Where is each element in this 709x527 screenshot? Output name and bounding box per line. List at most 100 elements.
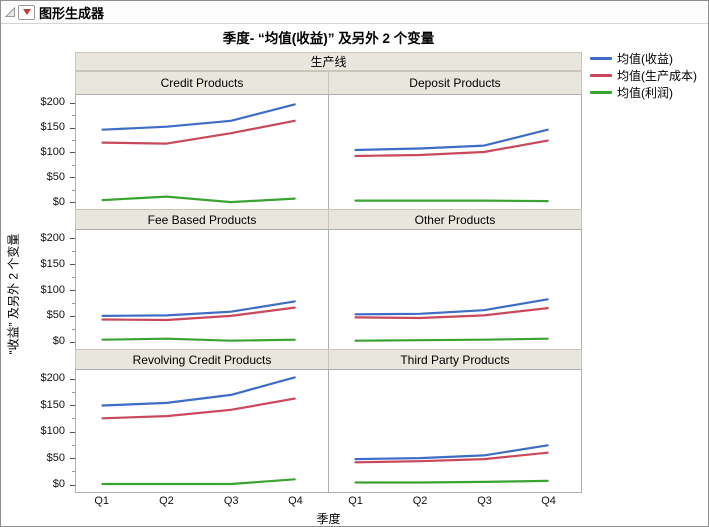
y-minor-tick-mark (72, 277, 75, 279)
panel-header: Deposit Products (328, 71, 582, 95)
y-axis-row[interactable]: $0 $50 $100 $150 $200 (1, 229, 75, 350)
y-tick-label: $200 (40, 96, 65, 109)
y-tick-mark (70, 202, 75, 204)
y-tick-label: $150 (40, 398, 65, 411)
y-tick-label: $100 (40, 145, 65, 158)
legend-line-swatch (590, 91, 612, 94)
y-tick-label: $0 (52, 478, 65, 491)
series-line-均值(收益)[interactable] (101, 376, 296, 407)
y-tick-label: $0 (52, 195, 65, 208)
y-axis-row[interactable]: $0 $50 $100 $150 $200 (1, 94, 75, 210)
y-minor-tick-mark (72, 115, 75, 117)
legend-item-label: 均值(利润) (617, 86, 673, 100)
legend-item[interactable]: 均值(生产成本) (590, 67, 697, 84)
y-tick-label: $100 (40, 425, 65, 438)
y-tick-mark (70, 341, 75, 343)
series-line-均值(利润)[interactable] (354, 199, 549, 203)
y-minor-tick-mark (72, 328, 75, 330)
panel-header: Fee Based Products (75, 209, 329, 230)
x-axis-title[interactable]: 季度 (316, 512, 341, 526)
y-minor-tick-mark (72, 140, 75, 142)
y-tick-label: $0 (52, 335, 65, 348)
legend-item-label: 均值(生产成本) (617, 69, 697, 83)
x-tick-label: Q3 (223, 495, 239, 507)
panel-header: Third Party Products (328, 349, 582, 370)
legend-line-swatch (590, 57, 612, 60)
y-tick-label: $200 (40, 231, 65, 244)
y-tick-mark (70, 290, 75, 292)
x-tick-label: Q2 (412, 495, 428, 507)
series-line-均值(收益)[interactable] (354, 298, 549, 316)
series-line-均值(利润)[interactable] (101, 337, 296, 342)
x-tick-label: Q3 (477, 495, 492, 507)
plot-panel[interactable] (328, 94, 582, 210)
series-line-均值(收益)[interactable] (354, 444, 549, 461)
series-line-均值(利润)[interactable] (101, 195, 296, 204)
series-line-均值(生产成本)[interactable] (354, 139, 549, 158)
chart-title: 季度- “均值(收益)” 及另外 2 个变量 (222, 31, 435, 46)
plot-panel[interactable] (75, 229, 329, 350)
y-tick-label: $50 (46, 451, 65, 464)
x-axis-labels[interactable]: Q1 Q2 Q3 Q4 Q1 Q2 Q3 Q4 (75, 495, 582, 508)
y-tick-label: $50 (46, 170, 65, 183)
y-tick-mark (70, 152, 75, 154)
series-line-均值(生产成本)[interactable] (101, 119, 296, 145)
panel-header: Other Products (328, 209, 582, 230)
panel-header: Credit Products (75, 71, 329, 95)
plot-panel[interactable] (328, 369, 582, 493)
series-line-均值(利润)[interactable] (354, 337, 549, 342)
legend-item[interactable]: 均值(利润) (590, 84, 697, 101)
legend-line-swatch (590, 74, 612, 77)
y-tick-mark (70, 484, 75, 486)
x-tick-label: Q1 (94, 495, 109, 507)
panel-header: Revolving Credit Products (75, 349, 329, 370)
series-line-均值(生产成本)[interactable] (101, 306, 296, 322)
x-tick-label: Q4 (541, 495, 556, 507)
plot-panel[interactable] (75, 369, 329, 493)
y-axis-row[interactable]: $0 $50 $100 $150 $200 (1, 369, 75, 493)
y-tick-mark (70, 238, 75, 240)
y-tick-label: $50 (46, 309, 65, 322)
y-tick-label: $200 (40, 372, 65, 385)
y-tick-mark (70, 378, 75, 380)
plot-panel[interactable] (75, 94, 329, 210)
y-minor-tick-mark (72, 189, 75, 191)
x-tick-label: Q2 (159, 495, 174, 507)
legend: 均值(收益) 均值(生产成本) 均值(利润) (590, 50, 697, 101)
y-minor-tick-mark (72, 164, 75, 166)
y-minor-tick-mark (72, 418, 75, 420)
y-tick-mark (70, 127, 75, 129)
y-tick-label: $150 (40, 121, 65, 134)
report-outline-header: 图形生成器 (1, 1, 708, 24)
graph-report: 季度- “均值(收益)” 及另外 2 个变量 “收益” 及另外 2 个变量 生产… (1, 24, 708, 526)
x-tick-label: Q4 (288, 495, 303, 507)
series-line-均值(利润)[interactable] (354, 479, 549, 484)
y-tick-mark (70, 177, 75, 179)
series-line-均值(收益)[interactable] (354, 128, 549, 152)
series-line-均值(利润)[interactable] (101, 478, 296, 486)
y-tick-mark (70, 315, 75, 317)
y-tick-mark (70, 458, 75, 460)
y-tick-label: $150 (40, 257, 65, 270)
y-tick-mark (70, 264, 75, 266)
y-tick-mark (70, 431, 75, 433)
y-minor-tick-mark (72, 251, 75, 253)
window-title: 图形生成器 (39, 5, 105, 21)
y-minor-tick-mark (72, 391, 75, 393)
red-triangle-menu-button[interactable] (18, 4, 35, 20)
y-minor-tick-mark (72, 444, 75, 446)
legend-item-label: 均值(收益) (617, 52, 673, 66)
plot-panel[interactable] (328, 229, 582, 350)
y-minor-tick-mark (72, 302, 75, 304)
series-line-均值(生产成本)[interactable] (354, 306, 549, 320)
series-line-均值(收益)[interactable] (101, 103, 296, 131)
red-triangle-icon (22, 9, 31, 15)
series-line-均值(生产成本)[interactable] (354, 451, 549, 464)
series-line-均值(收益)[interactable] (101, 300, 296, 318)
y-tick-mark (70, 102, 75, 104)
legend-item[interactable]: 均值(收益) (590, 50, 697, 67)
series-line-均值(生产成本)[interactable] (101, 397, 296, 420)
y-tick-label: $100 (40, 283, 65, 296)
disclosure-triangle-icon[interactable] (4, 6, 16, 18)
